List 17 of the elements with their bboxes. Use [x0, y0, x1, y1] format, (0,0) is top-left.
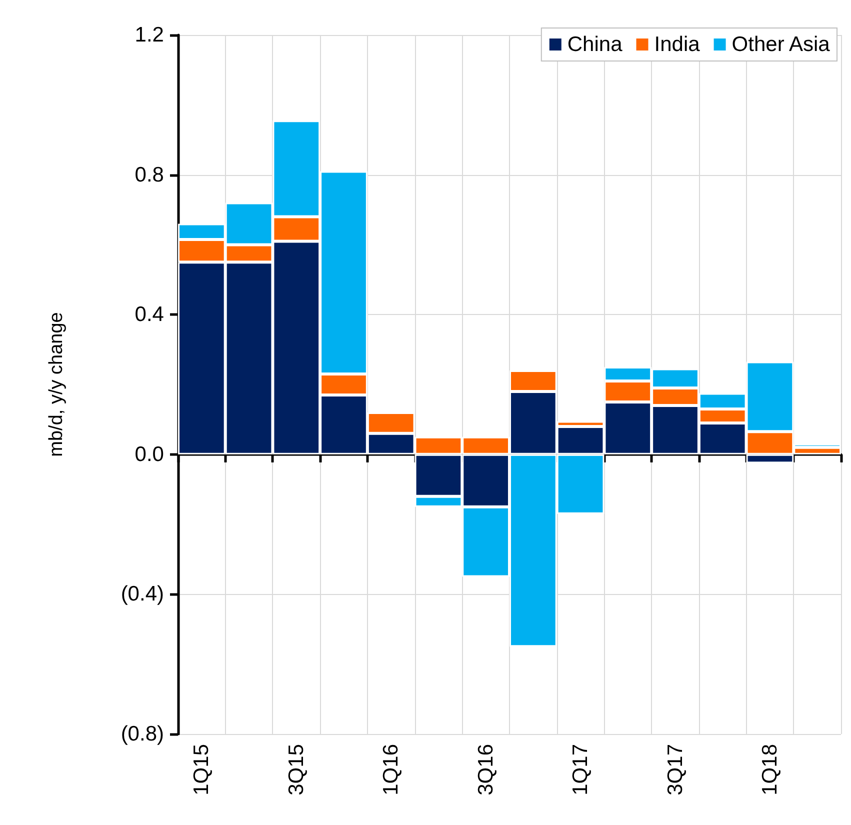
y-tick-label: (0.4) — [120, 582, 164, 606]
y-tick-label: 0.4 — [134, 303, 164, 326]
y-tick-label: 0.0 — [134, 442, 164, 466]
legend-label: China — [567, 33, 623, 56]
x-tick-label: 1Q17 — [569, 744, 592, 796]
x-tick-label: 1Q18 — [758, 744, 782, 796]
y-tick-label: 1.2 — [134, 24, 164, 46]
y-tick-label: 0.8 — [134, 163, 164, 186]
legend-label: Other Asia — [732, 33, 830, 56]
y-tick-label: (0.8) — [120, 722, 164, 746]
legend-label: India — [654, 33, 700, 56]
x-tick-label: 1Q15 — [190, 744, 214, 796]
x-tick-label: 3Q16 — [474, 744, 498, 796]
x-tick-label: 3Q15 — [284, 744, 308, 796]
y-axis-title: mb/d, y/y change — [46, 312, 67, 457]
x-tick-label: 3Q17 — [664, 744, 687, 796]
x-tick-label: 1Q16 — [380, 744, 403, 796]
